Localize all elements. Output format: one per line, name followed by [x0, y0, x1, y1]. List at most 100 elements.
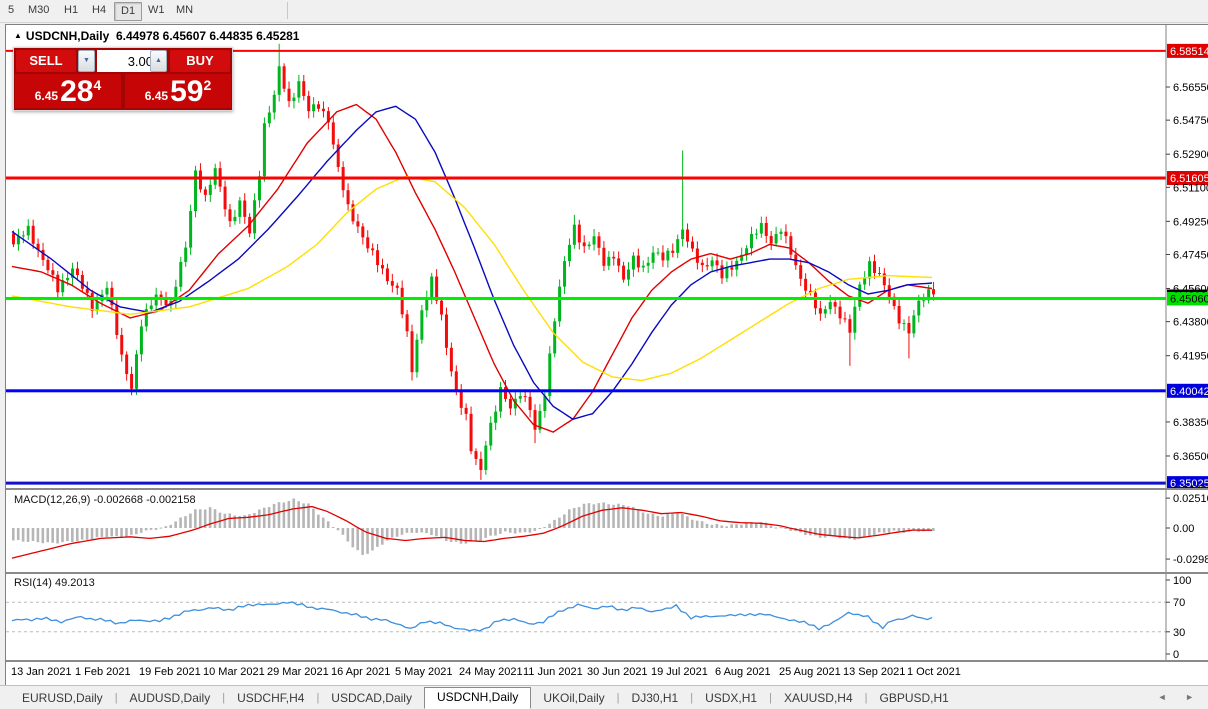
chart-tab-ukoil-daily[interactable]: UKOil,Daily — [543, 690, 605, 705]
macd-signal-line — [11, 505, 932, 559]
buy-price-prefix: 6.45 — [144, 89, 169, 103]
date-axis-label: 16 Apr 2021 — [331, 666, 391, 678]
sell-price-big-digits: 28 — [60, 75, 94, 108]
ma-fast-line — [11, 103, 933, 433]
tab-scroll-arrows[interactable]: ◄ ► — [1157, 692, 1202, 702]
price-axis-tick-label: 6.41950 — [1173, 351, 1208, 363]
timeframe-button-m30[interactable]: M30 — [28, 4, 50, 16]
buy-price-big-digits: 59 — [170, 75, 204, 108]
date-axis-label: 24 May 2021 — [459, 666, 523, 678]
price-line-badge: 6.58514 — [1170, 46, 1208, 58]
date-axis[interactable]: 13 Jan 2021 1 Feb 2021 19 Feb 2021 10 Mar 2… — [6, 662, 1208, 684]
volume-input[interactable] — [97, 50, 157, 72]
last-price-marker — [1167, 289, 1207, 293]
tab-separator: | — [690, 691, 694, 704]
timeframe-toolbar: 5 M30 H1 H4 D1 W1 MN — [0, 0, 1208, 23]
ma-slow-line — [11, 175, 933, 382]
chart-tab-usdcnh-daily[interactable]: USDCNH,Daily — [423, 686, 532, 709]
chart-ohlc-quotes: 6.44978 6.45607 6.44835 6.45281 — [115, 29, 300, 43]
pane-separator[interactable] — [6, 488, 1208, 490]
chart-tab-eurusd-daily[interactable]: EURUSD,Daily — [22, 690, 103, 705]
price-axis-tick-label: 6.43800 — [1173, 317, 1208, 329]
sell-button[interactable]: SELL — [16, 50, 76, 72]
timeframe-button-w1[interactable]: W1 — [148, 4, 165, 16]
rsi-axis-tick-label: 70 — [1173, 597, 1185, 609]
price-axis-tick-label: 6.54750 — [1173, 115, 1208, 127]
buy-price-display[interactable]: 6.45 59 2 — [125, 74, 231, 108]
tab-separator: | — [769, 691, 772, 704]
collapse-triangle-icon[interactable]: ▲ — [14, 31, 22, 40]
price-axis-tick-label: 6.51100 — [1173, 182, 1208, 194]
tab-separator: | — [222, 691, 226, 704]
toolbar-separator — [287, 2, 288, 19]
chart-window: ▲ USDCNH,Daily 6.44978 6.45607 6.44835 6.… — [5, 24, 1208, 685]
price-axis-tick-label: 6.56550 — [1173, 82, 1208, 94]
tab-separator: | — [114, 691, 118, 704]
volume-decrease-button[interactable]: ▼ — [78, 50, 95, 72]
horizontal-line-6.58514[interactable] — [6, 49, 1166, 52]
tab-separator: | — [316, 691, 320, 704]
price-line-badge: 6.35025 — [1170, 478, 1208, 488]
rsi-axis-tick-label: 30 — [1173, 627, 1185, 639]
one-click-trading-panel: SELL ▼ ▲ BUY 6.45 28 4 6.45 59 2 — [13, 47, 233, 111]
timeframe-button-mn[interactable]: MN — [176, 4, 194, 16]
macd-indicator-pane[interactable]: 0.025108 0.00 -0.02988 — [6, 490, 1208, 572]
timeframe-button-h4[interactable]: H4 — [92, 4, 107, 16]
volume-increase-button[interactable]: ▲ — [150, 50, 167, 72]
horizontal-line-6.45060[interactable] — [6, 296, 1166, 300]
date-axis-label: 19 Jul 2021 — [651, 666, 708, 678]
sell-price-prefix: 6.45 — [34, 89, 59, 103]
buy-button[interactable]: BUY — [170, 50, 230, 72]
date-axis-label: 1 Feb 2021 — [75, 666, 131, 678]
timeframe-button-h1[interactable]: H1 — [64, 4, 79, 16]
date-axis-label: 25 Aug 2021 — [779, 666, 841, 678]
buy-price-pip-digit: 2 — [203, 77, 212, 93]
chart-title: ▲ USDCNH,Daily 6.44978 6.45607 6.44835 6.… — [14, 29, 299, 43]
horizontal-line-6.35025[interactable] — [6, 481, 1166, 485]
date-axis-label: 30 Jun 2021 — [587, 666, 648, 678]
price-line-badge: 6.51605 — [1170, 173, 1208, 185]
price-axis-tick-label: 6.34700 — [1173, 484, 1208, 488]
horizontal-line-6.40042[interactable] — [6, 389, 1166, 393]
price-chart-pane[interactable]: 6.58514 6.51605 6.45060 6.40042 6.35025 6.565… — [6, 25, 1208, 488]
date-axis-label: 19 Feb 2021 — [139, 666, 201, 678]
tab-separator: | — [616, 691, 620, 704]
rsi-line — [11, 601, 933, 632]
chart-tab-xauusd-h4[interactable]: XAUUSD,H4 — [783, 690, 853, 705]
date-axis-label: 29 Mar 2021 — [267, 666, 329, 678]
chart-symbol-label: USDCNH,Daily — [25, 29, 110, 43]
pane-separator[interactable] — [6, 572, 1208, 574]
chart-tab-gbpusd-h1[interactable]: GBPUSD,H1 — [879, 690, 949, 705]
price-axis-tick-label: 6.36500 — [1173, 451, 1208, 463]
macd-axis-tick-label: -0.02988 — [1173, 554, 1208, 566]
chart-tab-usdx-h1[interactable]: USDX,H1 — [705, 690, 758, 705]
date-axis-label: 13 Sep 2021 — [843, 666, 906, 678]
timeframe-button-5[interactable]: 5 — [8, 4, 15, 16]
price-axis-tick-label: 6.45600 — [1173, 284, 1208, 296]
date-axis-label: 5 May 2021 — [395, 666, 453, 678]
chart-tab-usdcad-daily[interactable]: USDCAD,Daily — [331, 690, 412, 705]
sell-price-display[interactable]: 6.45 28 4 — [15, 74, 121, 108]
date-axis-label: 13 Jan 2021 — [11, 666, 72, 678]
rsi-indicator-pane[interactable]: 100 70 30 0 — [6, 574, 1208, 662]
rsi-axis-tick-label: 0 — [1173, 649, 1179, 661]
sell-price-pip-digit: 4 — [93, 77, 102, 93]
price-axis-tick-label: 6.47450 — [1173, 249, 1208, 261]
chart-tab-usdchf-h4[interactable]: USDCHF,H4 — [237, 690, 305, 705]
date-axis-label: 10 Mar 2021 — [203, 666, 265, 678]
rsi-axis-tick-label: 100 — [1173, 575, 1191, 587]
horizontal-line-6.51605[interactable] — [6, 176, 1166, 180]
rsi-indicator-label: RSI(14) 49.2013 — [14, 577, 95, 589]
chart-tab-audusd-daily[interactable]: AUDUSD,Daily — [129, 690, 211, 705]
price-axis-tick-label: 6.52900 — [1173, 149, 1208, 161]
date-axis-label: 1 Oct 2021 — [907, 666, 961, 678]
macd-indicator-label: MACD(12,26,9) -0.002668 -0.002158 — [14, 494, 196, 506]
date-axis-label: 6 Aug 2021 — [715, 666, 771, 678]
macd-axis-tick-label: 0.00 — [1173, 523, 1194, 535]
tab-separator: | — [864, 691, 868, 704]
timeframe-button-d1[interactable]: D1 — [114, 2, 143, 21]
ma-medium-line — [11, 105, 933, 420]
price-line-badge: 6.45060 — [1170, 293, 1208, 305]
chart-tab-dj30-h1[interactable]: DJ30,H1 — [631, 690, 679, 705]
